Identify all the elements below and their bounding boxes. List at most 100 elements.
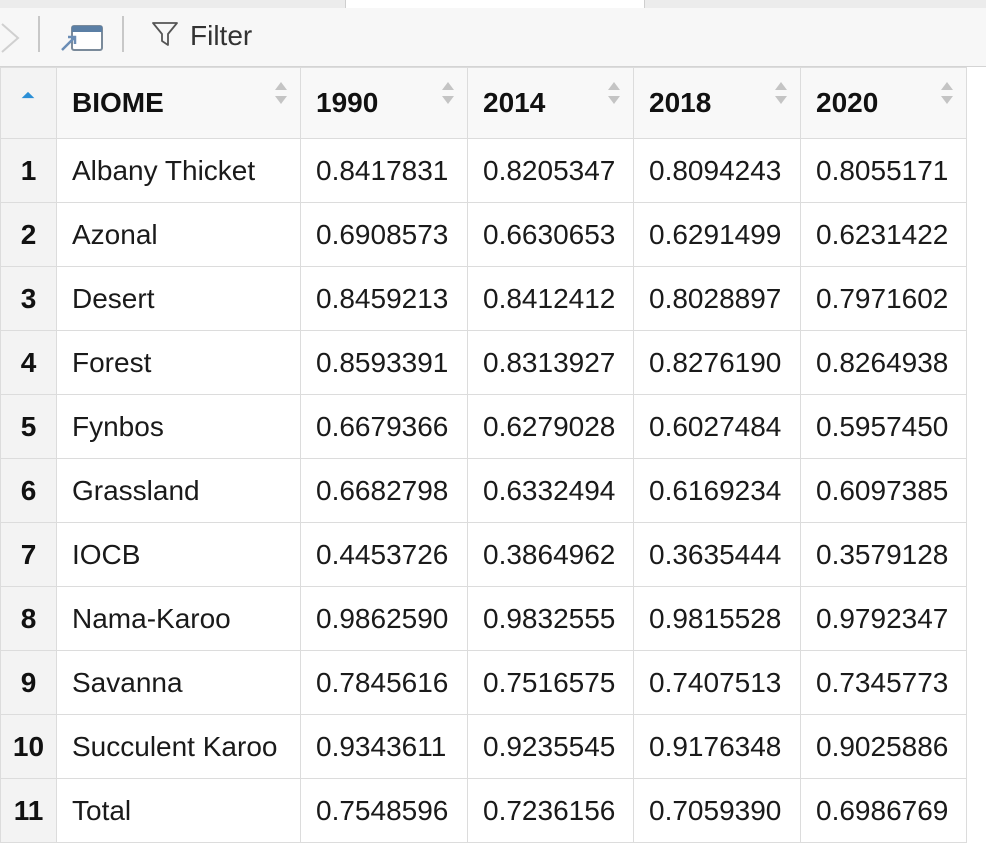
popout-window-icon[interactable] bbox=[56, 20, 108, 56]
cell-2014[interactable]: 0.6279028 bbox=[467, 394, 634, 459]
table-row[interactable]: 6 Grassland 0.6682798 0.6332494 0.616923… bbox=[0, 458, 967, 523]
row-index: 10 bbox=[0, 714, 57, 779]
row-index-header[interactable] bbox=[0, 67, 57, 139]
cell-1990[interactable]: 0.9862590 bbox=[300, 586, 468, 651]
cell-biome[interactable]: Nama-Karoo bbox=[56, 586, 301, 651]
cell-2014[interactable]: 0.7516575 bbox=[467, 650, 634, 715]
table-row[interactable]: 2 Azonal 0.6908573 0.6630653 0.6291499 0… bbox=[0, 202, 967, 267]
cell-2020[interactable]: 0.8055171 bbox=[800, 138, 967, 203]
cell-1990[interactable]: 0.7548596 bbox=[300, 778, 468, 843]
table-row[interactable]: 11 Total 0.7548596 0.7236156 0.7059390 0… bbox=[0, 778, 967, 843]
row-index: 6 bbox=[0, 458, 57, 523]
table-row[interactable]: 3 Desert 0.8459213 0.8412412 0.8028897 0… bbox=[0, 266, 967, 331]
sort-icon bbox=[608, 82, 620, 104]
cell-2018[interactable]: 0.8094243 bbox=[633, 138, 801, 203]
cell-biome[interactable]: Total bbox=[56, 778, 301, 843]
sort-icon bbox=[275, 82, 287, 104]
filter-button[interactable]: Filter bbox=[150, 14, 252, 58]
cell-biome[interactable]: Forest bbox=[56, 330, 301, 395]
table-row[interactable]: 8 Nama-Karoo 0.9862590 0.9832555 0.98155… bbox=[0, 586, 967, 651]
cell-1990[interactable]: 0.9343611 bbox=[300, 714, 468, 779]
cell-2014[interactable]: 0.8313927 bbox=[467, 330, 634, 395]
cell-biome[interactable]: Fynbos bbox=[56, 394, 301, 459]
cell-2018[interactable]: 0.9815528 bbox=[633, 586, 801, 651]
cell-2020[interactable]: 0.7345773 bbox=[800, 650, 967, 715]
cell-2020[interactable]: 0.5957450 bbox=[800, 394, 967, 459]
cell-2018[interactable]: 0.7407513 bbox=[633, 650, 801, 715]
sort-ascending-icon bbox=[21, 91, 35, 99]
funnel-icon bbox=[150, 19, 180, 53]
column-header-biome[interactable]: BIOME bbox=[56, 67, 301, 139]
cell-1990[interactable]: 0.7845616 bbox=[300, 650, 468, 715]
table-row[interactable]: 1 Albany Thicket 0.8417831 0.8205347 0.8… bbox=[0, 138, 967, 203]
cell-2014[interactable]: 0.6332494 bbox=[467, 458, 634, 523]
active-tab[interactable] bbox=[345, 0, 645, 8]
row-index: 2 bbox=[0, 202, 57, 267]
cell-2014[interactable]: 0.8412412 bbox=[467, 266, 634, 331]
cell-2020[interactable]: 0.8264938 bbox=[800, 330, 967, 395]
cell-biome[interactable]: IOCB bbox=[56, 522, 301, 587]
column-header-label: BIOME bbox=[72, 87, 164, 118]
cell-2014[interactable]: 0.3864962 bbox=[467, 522, 634, 587]
column-header-label: 1990 bbox=[316, 87, 379, 118]
cell-2018[interactable]: 0.6291499 bbox=[633, 202, 801, 267]
cell-2018[interactable]: 0.8028897 bbox=[633, 266, 801, 331]
cell-biome[interactable]: Succulent Karoo bbox=[56, 714, 301, 779]
column-header-2020[interactable]: 2020 bbox=[800, 67, 967, 139]
row-index: 9 bbox=[0, 650, 57, 715]
column-header-label: 2020 bbox=[816, 87, 879, 118]
cell-1990[interactable]: 0.6679366 bbox=[300, 394, 468, 459]
filter-label: Filter bbox=[190, 20, 253, 51]
cell-2014[interactable]: 0.9832555 bbox=[467, 586, 634, 651]
column-header-2014[interactable]: 2014 bbox=[467, 67, 634, 139]
cell-2020[interactable]: 0.7971602 bbox=[800, 266, 967, 331]
table-row[interactable]: 10 Succulent Karoo 0.9343611 0.9235545 0… bbox=[0, 714, 967, 779]
cell-2014[interactable]: 0.7236156 bbox=[467, 778, 634, 843]
row-index: 11 bbox=[0, 778, 57, 843]
row-index: 8 bbox=[0, 586, 57, 651]
cell-2018[interactable]: 0.8276190 bbox=[633, 330, 801, 395]
cell-1990[interactable]: 0.6908573 bbox=[300, 202, 468, 267]
cell-biome[interactable]: Desert bbox=[56, 266, 301, 331]
column-header-2018[interactable]: 2018 bbox=[633, 67, 801, 139]
chevron-right-icon[interactable] bbox=[0, 20, 24, 56]
cell-1990[interactable]: 0.8417831 bbox=[300, 138, 468, 203]
cell-2020[interactable]: 0.6097385 bbox=[800, 458, 967, 523]
cell-1990[interactable]: 0.8593391 bbox=[300, 330, 468, 395]
table-row[interactable]: 4 Forest 0.8593391 0.8313927 0.8276190 0… bbox=[0, 330, 967, 395]
cell-2014[interactable]: 0.6630653 bbox=[467, 202, 634, 267]
table-row[interactable]: 7 IOCB 0.4453726 0.3864962 0.3635444 0.3… bbox=[0, 522, 967, 587]
column-header-1990[interactable]: 1990 bbox=[300, 67, 468, 139]
table-row[interactable]: 5 Fynbos 0.6679366 0.6279028 0.6027484 0… bbox=[0, 394, 967, 459]
sort-icon bbox=[941, 82, 953, 104]
row-index: 5 bbox=[0, 394, 57, 459]
header-row: BIOME 1990 2014 2018 bbox=[0, 67, 967, 139]
cell-2018[interactable]: 0.6027484 bbox=[633, 394, 801, 459]
cell-2020[interactable]: 0.6986769 bbox=[800, 778, 967, 843]
cell-1990[interactable]: 0.6682798 bbox=[300, 458, 468, 523]
cell-1990[interactable]: 0.4453726 bbox=[300, 522, 468, 587]
table-row[interactable]: 9 Savanna 0.7845616 0.7516575 0.7407513 … bbox=[0, 650, 967, 715]
cell-biome[interactable]: Albany Thicket bbox=[56, 138, 301, 203]
cell-2020[interactable]: 0.6231422 bbox=[800, 202, 967, 267]
row-index: 4 bbox=[0, 330, 57, 395]
toolbar-separator bbox=[38, 16, 40, 52]
cell-2018[interactable]: 0.9176348 bbox=[633, 714, 801, 779]
cell-2020[interactable]: 0.3579128 bbox=[800, 522, 967, 587]
column-header-label: 2018 bbox=[649, 87, 712, 118]
cell-biome[interactable]: Savanna bbox=[56, 650, 301, 715]
tab-strip bbox=[0, 0, 986, 8]
row-index: 7 bbox=[0, 522, 57, 587]
cell-biome[interactable]: Grassland bbox=[56, 458, 301, 523]
cell-2020[interactable]: 0.9025886 bbox=[800, 714, 967, 779]
toolbar-separator bbox=[122, 16, 124, 52]
cell-2018[interactable]: 0.3635444 bbox=[633, 522, 801, 587]
cell-2014[interactable]: 0.8205347 bbox=[467, 138, 634, 203]
cell-2014[interactable]: 0.9235545 bbox=[467, 714, 634, 779]
cell-2018[interactable]: 0.6169234 bbox=[633, 458, 801, 523]
cell-2020[interactable]: 0.9792347 bbox=[800, 586, 967, 651]
cell-2018[interactable]: 0.7059390 bbox=[633, 778, 801, 843]
cell-biome[interactable]: Azonal bbox=[56, 202, 301, 267]
cell-1990[interactable]: 0.8459213 bbox=[300, 266, 468, 331]
data-grid: BIOME 1990 2014 2018 bbox=[0, 67, 967, 843]
